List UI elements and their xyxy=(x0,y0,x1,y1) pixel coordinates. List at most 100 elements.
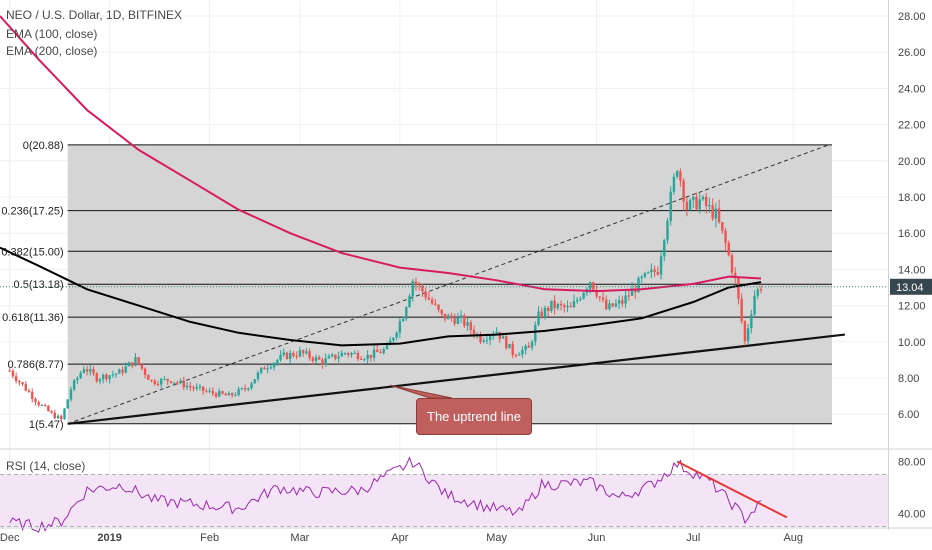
candle-body xyxy=(259,367,263,373)
candle-body xyxy=(279,354,282,360)
rsi-tick-label: 40.00 xyxy=(898,509,926,521)
candle-body xyxy=(646,272,650,274)
time-tick-label: Aug xyxy=(783,532,803,544)
candle-body xyxy=(163,378,166,380)
candle-body xyxy=(601,297,605,300)
candle-body xyxy=(366,354,369,360)
candle-body xyxy=(388,340,392,346)
candle-body xyxy=(114,373,118,375)
candle-body xyxy=(147,374,150,380)
candle-body xyxy=(253,379,256,384)
candle-body xyxy=(537,311,540,325)
fib-level-label: 0.786(8.77) xyxy=(7,359,63,371)
candle-body xyxy=(172,382,176,384)
time-tick-label: Dec xyxy=(0,532,20,544)
rsi-band xyxy=(0,474,888,527)
candle-body xyxy=(201,386,205,392)
candle-body xyxy=(359,358,363,360)
candle-body xyxy=(424,291,427,298)
candle-body xyxy=(546,307,550,311)
candle-body xyxy=(92,369,95,374)
candle-body xyxy=(379,352,382,354)
candle-body xyxy=(198,386,202,388)
price-tick-label: 28.00 xyxy=(898,11,926,23)
candle-body xyxy=(82,369,86,373)
candle-body xyxy=(76,378,79,381)
candle-body xyxy=(569,305,572,308)
candle-body xyxy=(150,379,153,381)
fib-level-label: 0.618(11.36) xyxy=(2,312,64,324)
candle-body xyxy=(566,305,569,308)
candle-body xyxy=(63,408,66,420)
candle-body xyxy=(153,380,156,385)
candle-body xyxy=(527,345,531,348)
candle-body xyxy=(227,393,231,396)
candle-body xyxy=(688,200,692,211)
price-tick-label: 26.00 xyxy=(898,47,926,59)
candle-body xyxy=(650,269,653,273)
candle-body xyxy=(105,374,108,380)
time-axis: Dec 2019 Feb Mar Apr May Jun Jul Aug xyxy=(0,527,932,544)
time-tick-label: Apr xyxy=(391,532,408,544)
candle-body xyxy=(85,369,89,372)
price-tick-label: 8.00 xyxy=(898,373,919,385)
candlesticks xyxy=(8,168,763,422)
candle-body xyxy=(508,343,511,349)
candle-body xyxy=(759,289,763,291)
candle-body xyxy=(643,272,647,277)
candle-body xyxy=(240,388,244,390)
candle-body xyxy=(111,374,115,376)
price-tick-label: 6.00 xyxy=(898,409,919,421)
candle-body xyxy=(363,359,366,361)
fib-level-label: 0.5(13.18) xyxy=(14,279,64,291)
candle-body xyxy=(356,352,360,359)
candle-body xyxy=(540,311,543,318)
candle-body xyxy=(495,331,498,335)
candle-body xyxy=(624,295,627,304)
candle-body xyxy=(269,367,273,369)
candle-body xyxy=(369,354,373,358)
candle-body xyxy=(672,176,676,192)
candle-body xyxy=(347,352,350,355)
candle-body xyxy=(692,196,695,201)
candle-body xyxy=(211,390,215,394)
candle-body xyxy=(488,336,492,340)
candle-body xyxy=(37,402,40,406)
candle-body xyxy=(66,399,69,409)
candle-body xyxy=(263,367,266,370)
candle-body xyxy=(666,220,669,241)
candle-body xyxy=(627,295,631,297)
candle-body xyxy=(295,355,298,357)
ema-100-line xyxy=(0,246,762,347)
price-tick-label: 12.00 xyxy=(898,301,926,313)
candle-body xyxy=(405,307,408,319)
candle-body xyxy=(721,222,724,231)
candle-body xyxy=(401,318,405,322)
candle-body xyxy=(72,380,76,390)
candle-body xyxy=(43,405,47,407)
fib-level-label: 0.382(15.00) xyxy=(1,246,63,258)
candle-body xyxy=(60,415,63,420)
candle-body xyxy=(385,345,389,350)
candle-body xyxy=(160,379,163,385)
candle-body xyxy=(443,313,447,320)
candle-body xyxy=(256,372,260,380)
last-price-tag xyxy=(890,278,932,295)
candle-body xyxy=(134,357,137,366)
candle-body xyxy=(314,357,318,361)
candle-body xyxy=(230,393,234,396)
ema-200-line xyxy=(0,15,762,293)
candle-body xyxy=(301,350,305,354)
price-tick-label: 20.00 xyxy=(898,156,926,168)
candle-body xyxy=(176,382,179,384)
candle-body xyxy=(118,369,121,374)
candle-body xyxy=(553,300,556,309)
candle-body xyxy=(408,296,411,308)
candle-body xyxy=(414,281,418,285)
rsi-tick-label: 80.00 xyxy=(898,457,926,469)
price-tick-label: 10.00 xyxy=(898,337,926,349)
candle-body xyxy=(717,208,721,223)
candle-body xyxy=(321,359,324,365)
candle-body xyxy=(695,196,698,210)
